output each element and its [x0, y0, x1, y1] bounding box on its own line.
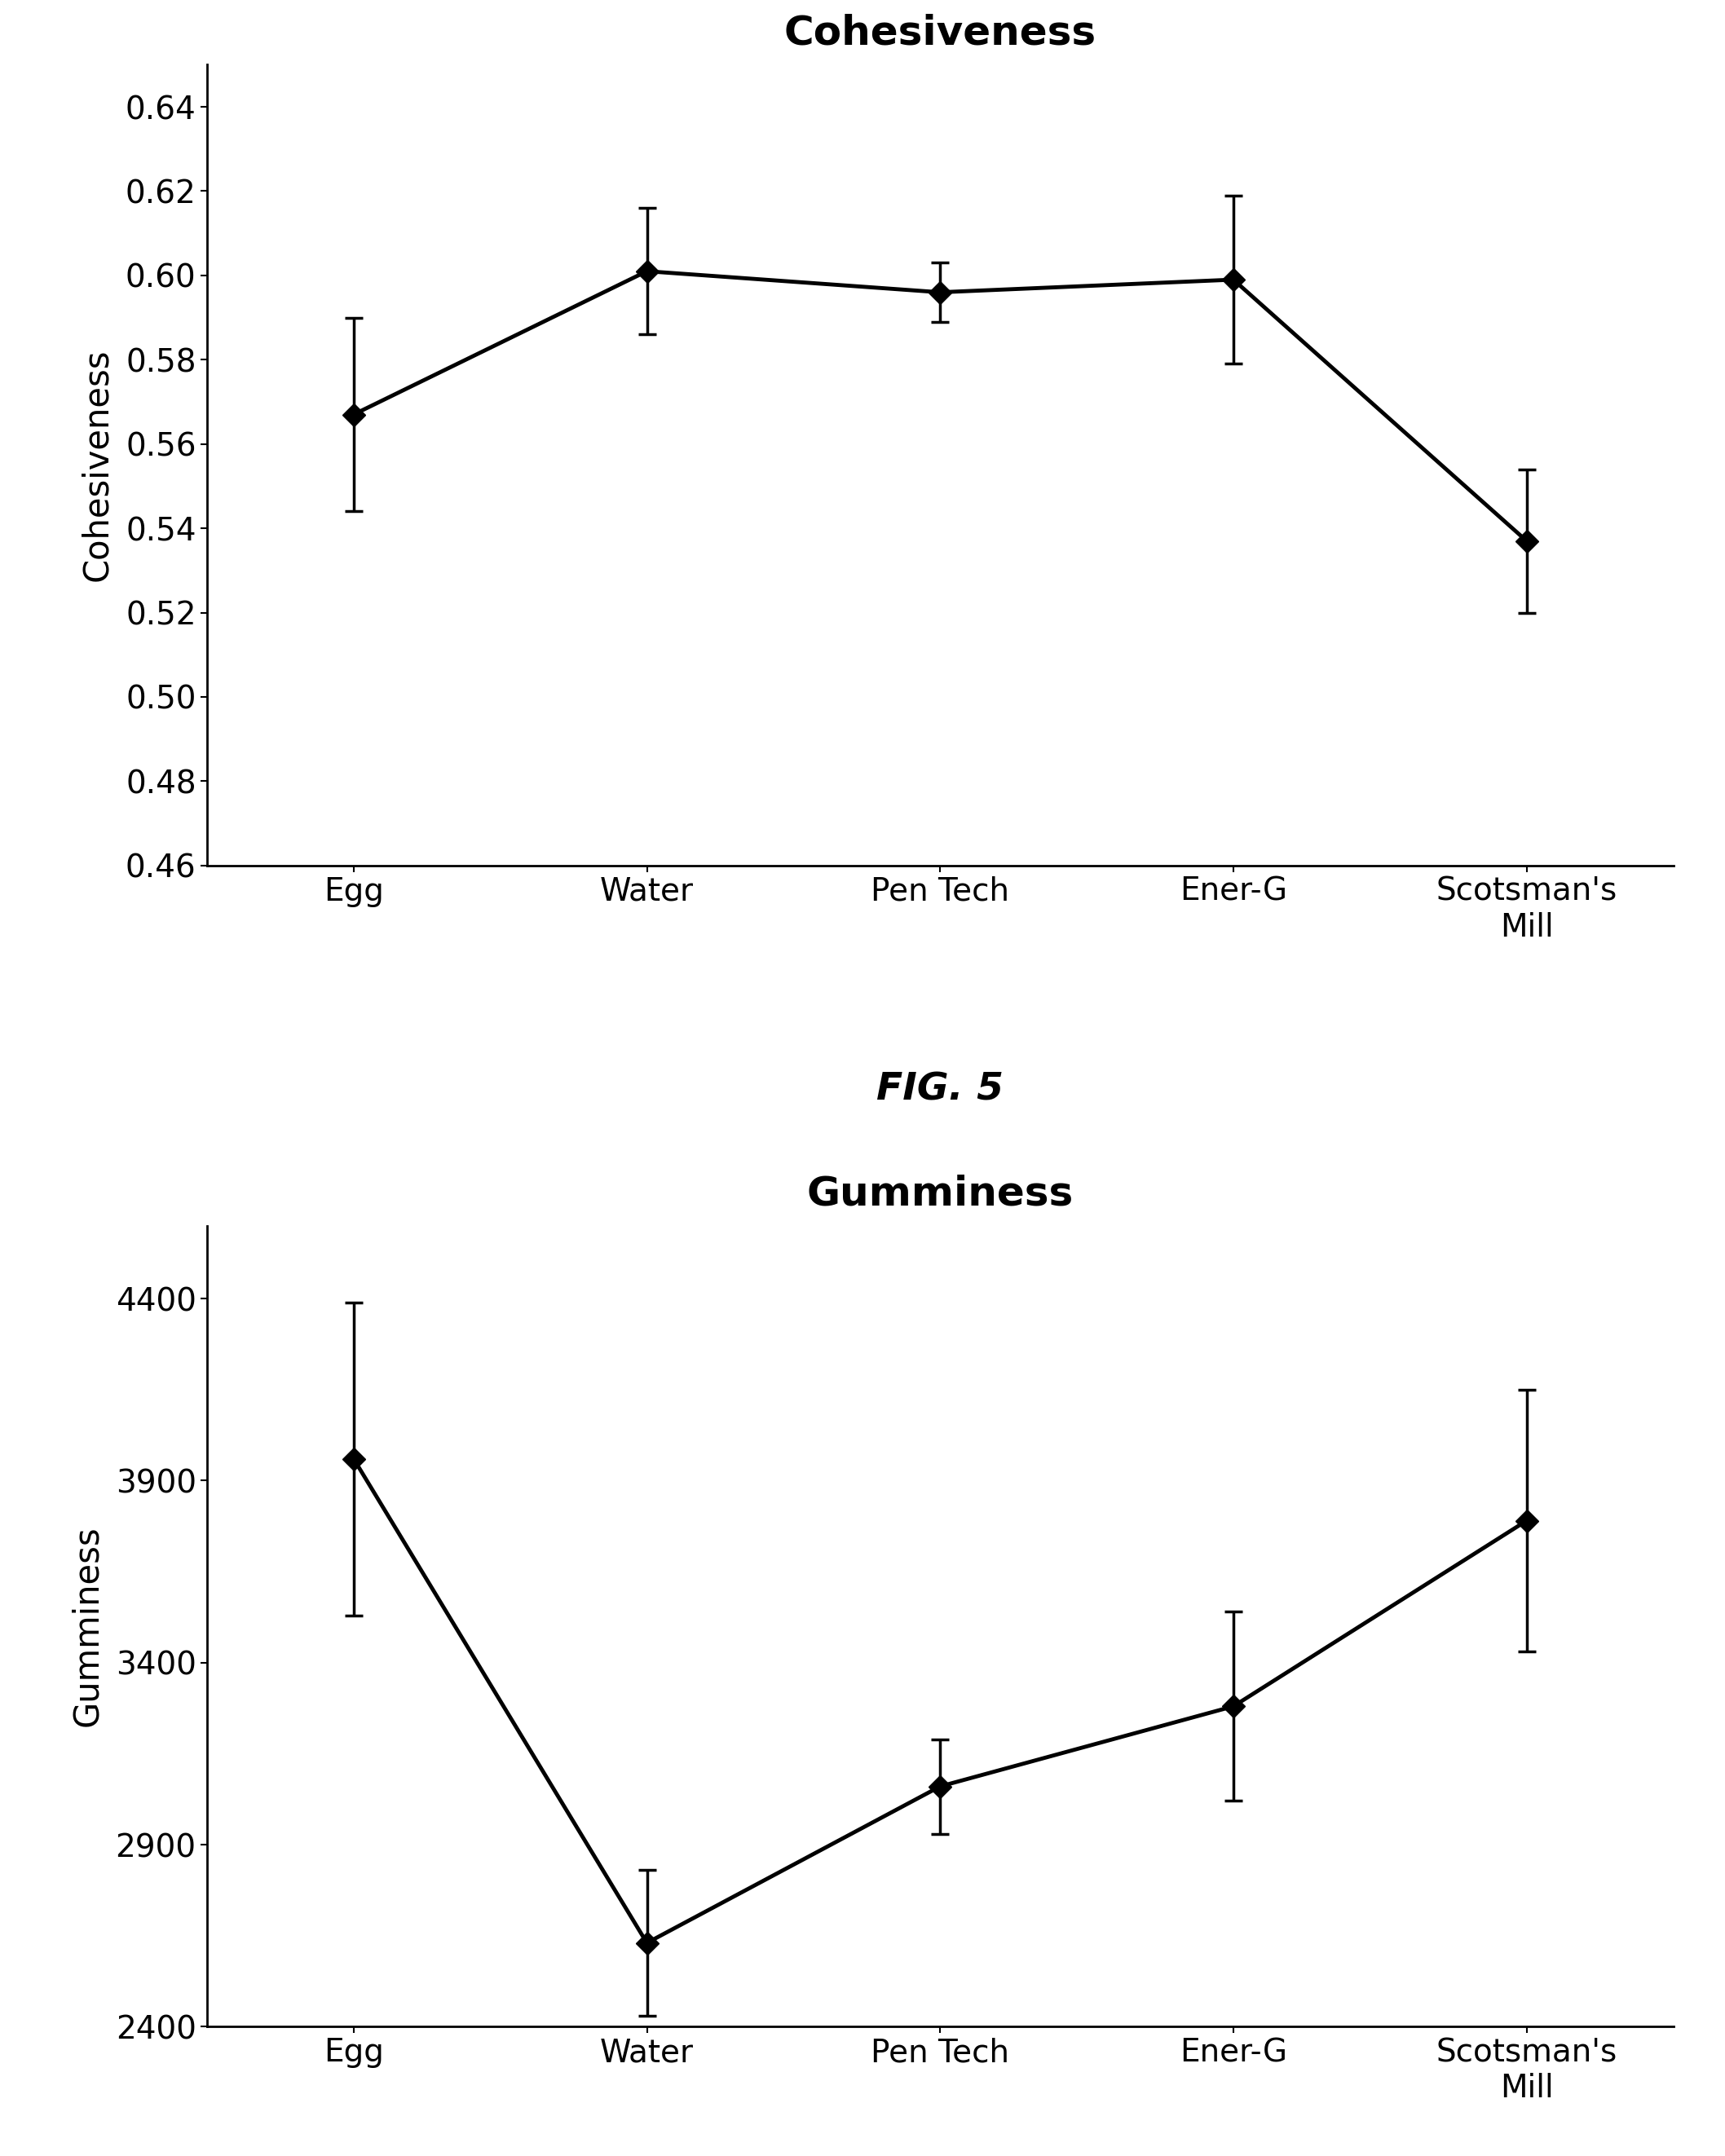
- Y-axis label: Cohesiveness: Cohesiveness: [79, 349, 114, 582]
- Text: FIG. 5: FIG. 5: [876, 1072, 1004, 1108]
- Y-axis label: Gumminess: Gumminess: [71, 1526, 103, 1727]
- Title: Gumminess: Gumminess: [807, 1175, 1073, 1214]
- Title: Cohesiveness: Cohesiveness: [783, 13, 1097, 52]
